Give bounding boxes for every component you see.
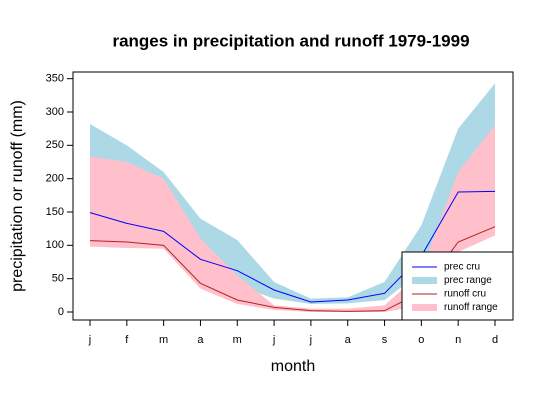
- y-tick-label: 50: [52, 273, 64, 285]
- plot-frame: [72, 71, 514, 321]
- y-tick-label: 200: [46, 173, 64, 185]
- y-tick-label: 250: [46, 139, 64, 151]
- x-tick-label: a: [197, 334, 204, 346]
- x-tick-label: f: [125, 334, 129, 346]
- legend-label: runoff cru: [444, 289, 486, 300]
- x-axis-label: month: [271, 358, 315, 375]
- range-band: [90, 125, 495, 312]
- legend-label: prec cru: [444, 262, 480, 273]
- x-tick-label: a: [345, 334, 352, 346]
- legend-label: runoff range: [444, 302, 498, 313]
- x-tick-label: j: [272, 334, 275, 346]
- x-tick-label: m: [233, 334, 242, 346]
- data-line: [89, 190, 496, 303]
- y-tick-label: 0: [58, 306, 64, 318]
- chart-title: ranges in precipitation and runoff 1979-…: [112, 31, 469, 50]
- y-axis-label: precipitation or runoff (mm): [9, 100, 26, 292]
- x-tick-label: m: [159, 334, 168, 346]
- x-tick-label: j: [88, 334, 91, 346]
- x-tick-label: s: [382, 334, 388, 346]
- x-tick-label: n: [455, 334, 461, 346]
- y-tick-label: 350: [46, 73, 64, 85]
- x-tick-label: o: [418, 334, 424, 346]
- x-tick-label: j: [309, 334, 312, 346]
- y-tick-label: 150: [46, 206, 64, 218]
- x-tick-label: d: [492, 334, 498, 346]
- y-tick-label: 100: [46, 239, 64, 251]
- y-tick-label: 300: [46, 106, 64, 118]
- legend-label: prec range: [444, 275, 492, 286]
